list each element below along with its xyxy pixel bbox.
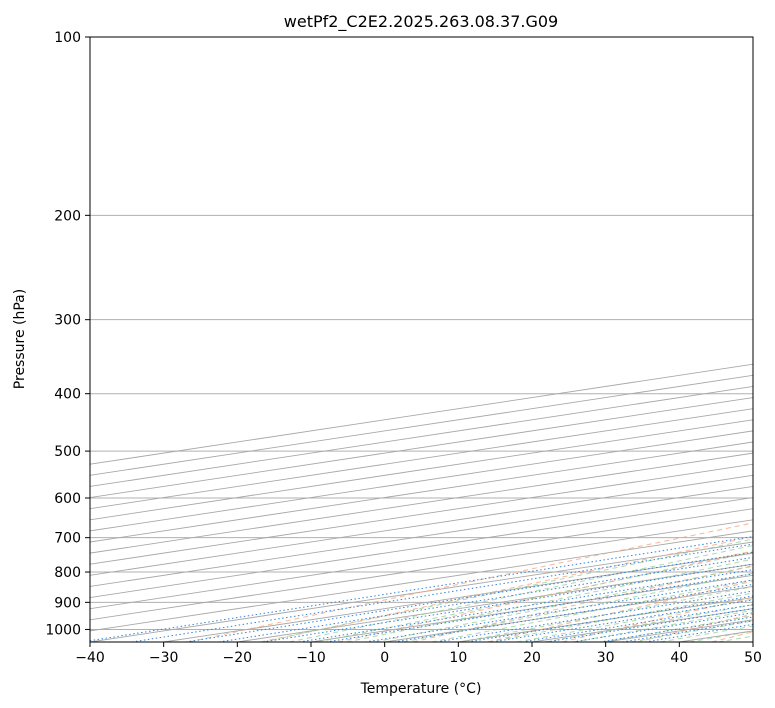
- isotherm: [90, 474, 753, 576]
- isotherm: [90, 530, 753, 632]
- isotherm: [90, 463, 753, 565]
- moist-adiabat: [403, 572, 753, 642]
- isotherm: [90, 441, 753, 543]
- isotherm: [90, 485, 753, 587]
- isotherm: [90, 497, 753, 599]
- x-axis-label: Temperature (°C): [360, 681, 482, 697]
- background-lines: [90, 37, 753, 642]
- y-tick-label: 100: [54, 30, 81, 46]
- y-tick-label: 900: [54, 595, 81, 611]
- moist-adiabat: [516, 598, 753, 642]
- dry-adiabat: [562, 596, 753, 642]
- moist-adiabat: [317, 551, 753, 642]
- plot-frame: [89, 36, 754, 643]
- x-tick-label: 20: [523, 650, 541, 666]
- y-tick-label: 700: [54, 531, 81, 547]
- y-tick-label: 400: [54, 387, 81, 403]
- isotherm: [90, 452, 753, 554]
- isotherm: [90, 519, 753, 621]
- dry-adiabat: [412, 565, 753, 642]
- mixing-ratio-line: [299, 569, 753, 642]
- x-tick-label: −30: [149, 650, 179, 666]
- x-tick-label: 50: [744, 650, 762, 666]
- moist-adiabat: [289, 545, 753, 642]
- y-tick-label: 800: [54, 565, 81, 581]
- y-axis-label: Pressure (hPa): [12, 289, 28, 389]
- dry-adiabat: [338, 550, 753, 642]
- moist-adiabat: [459, 586, 753, 642]
- x-tick-label: 0: [380, 650, 389, 666]
- y-axis: 100 200 300 400 500 600 700 800 900 1000: [45, 30, 90, 638]
- plot-area: [90, 37, 753, 642]
- isotherm: [90, 508, 753, 610]
- x-tick-label: −40: [75, 650, 105, 666]
- y-tick-label: 200: [54, 208, 81, 224]
- mixing-ratio-line: [394, 583, 753, 642]
- mixing-ratio-line: [185, 551, 753, 642]
- x-tick-label: 40: [670, 650, 688, 666]
- y-tick-label: 500: [54, 444, 81, 460]
- dry-adiabat: [188, 522, 753, 642]
- y-tick-label: 600: [54, 491, 81, 507]
- chart-title: wetPf2_C2E2.2025.263.08.37.G09: [284, 12, 558, 32]
- x-axis: −40 −30 −20 −10 0 10 20 30 40 50: [75, 642, 762, 666]
- x-tick-label: −20: [223, 650, 253, 666]
- x-tick-label: 10: [449, 650, 467, 666]
- y-tick-label: 300: [54, 313, 81, 329]
- x-tick-label: 30: [597, 650, 615, 666]
- mixing-ratio-line: [365, 579, 753, 642]
- x-tick-label: −10: [296, 650, 326, 666]
- mixing-ratio-line: [326, 573, 753, 642]
- y-tick-label: 1000: [45, 622, 81, 638]
